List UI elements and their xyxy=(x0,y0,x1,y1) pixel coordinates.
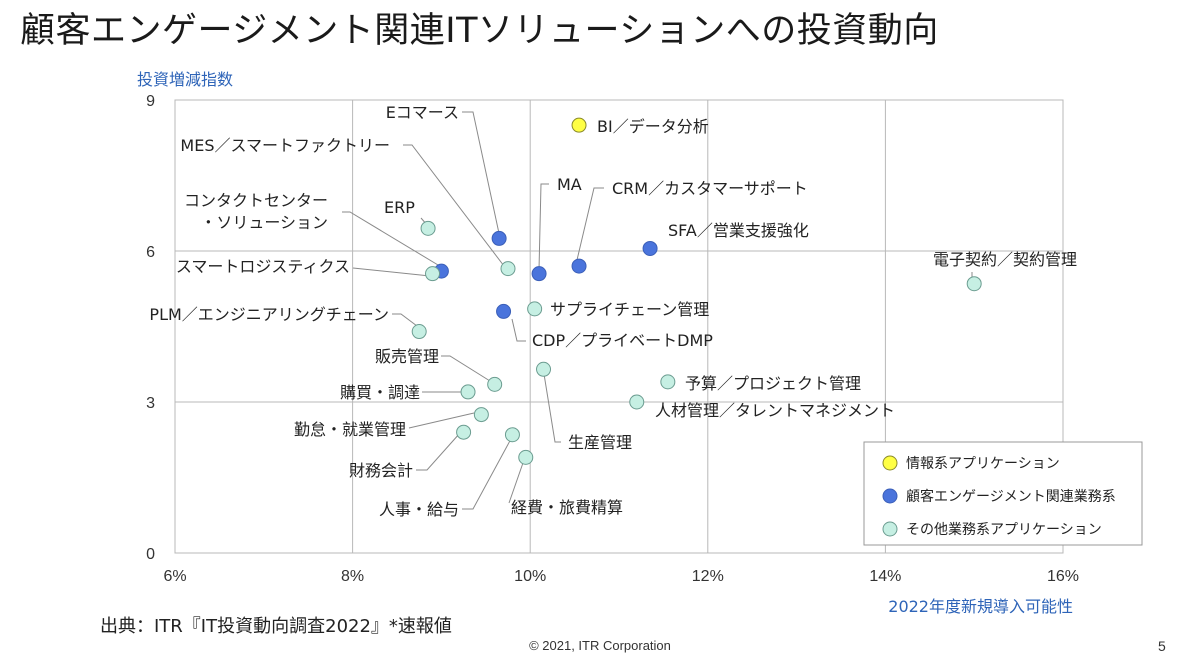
leader-line xyxy=(462,111,501,239)
point-label: 販売管理 xyxy=(375,347,439,366)
leader-line xyxy=(392,313,418,327)
data-point xyxy=(966,276,982,292)
data-point xyxy=(500,261,516,277)
point-label: ・ソリューション xyxy=(200,213,328,232)
x-tick-label: 10% xyxy=(514,568,546,585)
data-points xyxy=(411,117,982,465)
legend-label: 情報系アプリケーション xyxy=(906,456,1060,472)
x-tick-label: 6% xyxy=(163,568,186,585)
data-point xyxy=(460,384,476,400)
data-point xyxy=(496,303,512,319)
point-label: CDP／プライベートDMP xyxy=(532,331,713,350)
point-label: スマートロジスティクス xyxy=(176,257,350,276)
leader-line xyxy=(543,373,561,443)
page-number: 5 xyxy=(1158,638,1166,654)
point-label: Eコマース xyxy=(386,103,459,122)
leader-line xyxy=(511,318,526,342)
data-point xyxy=(660,374,676,390)
x-tick-label: 16% xyxy=(1047,568,1079,585)
point-label: PLM／エンジニアリングチェーン xyxy=(149,305,389,324)
point-label: ERP xyxy=(384,198,415,217)
x-tick-label: 8% xyxy=(341,568,364,585)
legend-marker xyxy=(882,521,898,537)
point-label: コンタクトセンター xyxy=(184,191,328,210)
legend-marker xyxy=(882,488,898,504)
y-axis-title: 投資増減指数 xyxy=(137,70,233,89)
point-labels: BI／データ分析 Eコマース MA CRM／カスタマーサポート SFA／営業支援強化 コン… xyxy=(149,103,1077,519)
leader-line xyxy=(408,412,475,429)
data-point xyxy=(536,361,552,377)
plot-frame xyxy=(174,99,1064,554)
legend-label: その他業務系アプリケーション xyxy=(906,522,1102,538)
point-label: 電子契約／契約管理 xyxy=(933,250,1077,269)
data-point xyxy=(518,449,534,465)
point-label: 人事・給与 xyxy=(379,500,459,519)
grid-lines xyxy=(174,99,1064,554)
legend-box xyxy=(863,441,1143,546)
point-label: 予算／プロジェクト管理 xyxy=(685,374,861,393)
data-point xyxy=(571,117,587,133)
y-tick-label: 0 xyxy=(146,546,155,563)
point-label: サプライチェーン管理 xyxy=(550,300,709,319)
data-point xyxy=(491,230,507,246)
data-point xyxy=(571,258,587,274)
leader-line xyxy=(342,211,444,269)
legend-label: 顧客エンゲージメント関連業務系 xyxy=(906,488,1116,505)
data-point xyxy=(487,376,503,392)
leader-line xyxy=(538,183,549,271)
y-tick-label: 6 xyxy=(146,244,155,261)
slide-title: 顧客エンゲージメント関連ITソリューションへの投資動向 xyxy=(20,11,939,51)
x-tick-label: 14% xyxy=(869,568,901,585)
data-point xyxy=(420,220,436,236)
axis-ticks: 6% 8% 10% 12% 14% 16% 0 3 6 9 投資増減指数 2022年度新規導入可能性 xyxy=(137,70,1079,616)
x-tick-label: 12% xyxy=(692,568,724,585)
point-label: 生産管理 xyxy=(568,433,632,452)
source-note: 出典：ITR『IT投資動向調査2022』*速報値 xyxy=(100,616,452,637)
data-point xyxy=(411,324,427,340)
point-label: 財務会計 xyxy=(349,461,413,480)
point-label: MA xyxy=(557,175,582,194)
leader-line xyxy=(576,187,604,261)
leader-lines xyxy=(342,111,973,510)
copyright: © 2021, ITR Corporation xyxy=(529,638,671,653)
point-label: 購買・調達 xyxy=(340,383,420,402)
y-tick-label: 9 xyxy=(146,93,155,110)
leader-line xyxy=(462,436,513,510)
point-label: 勤怠・就業管理 xyxy=(294,420,406,439)
leader-line xyxy=(416,432,461,471)
leader-line xyxy=(352,267,431,277)
point-label: BI／データ分析 xyxy=(597,117,709,136)
point-label: CRM／カスタマーサポート xyxy=(612,179,808,198)
point-label: 人材管理／タレントマネジメント xyxy=(655,401,895,420)
data-point xyxy=(642,240,658,256)
data-point xyxy=(473,407,489,423)
data-point xyxy=(531,266,547,282)
data-point xyxy=(629,394,645,410)
y-tick-label: 3 xyxy=(146,395,155,412)
point-label: SFA／営業支援強化 xyxy=(668,221,809,240)
point-label: 経費・旅費精算 xyxy=(511,498,623,517)
leader-line xyxy=(403,144,505,267)
leader-line xyxy=(508,459,525,504)
data-point xyxy=(504,427,520,443)
point-label: MES／スマートファクトリー xyxy=(180,136,390,155)
data-point xyxy=(425,266,441,282)
data-point xyxy=(456,424,472,440)
x-axis-title: 2022年度新規導入可能性 xyxy=(888,597,1073,616)
leader-line xyxy=(441,355,491,382)
data-point xyxy=(527,301,543,317)
legend-marker xyxy=(882,455,898,471)
